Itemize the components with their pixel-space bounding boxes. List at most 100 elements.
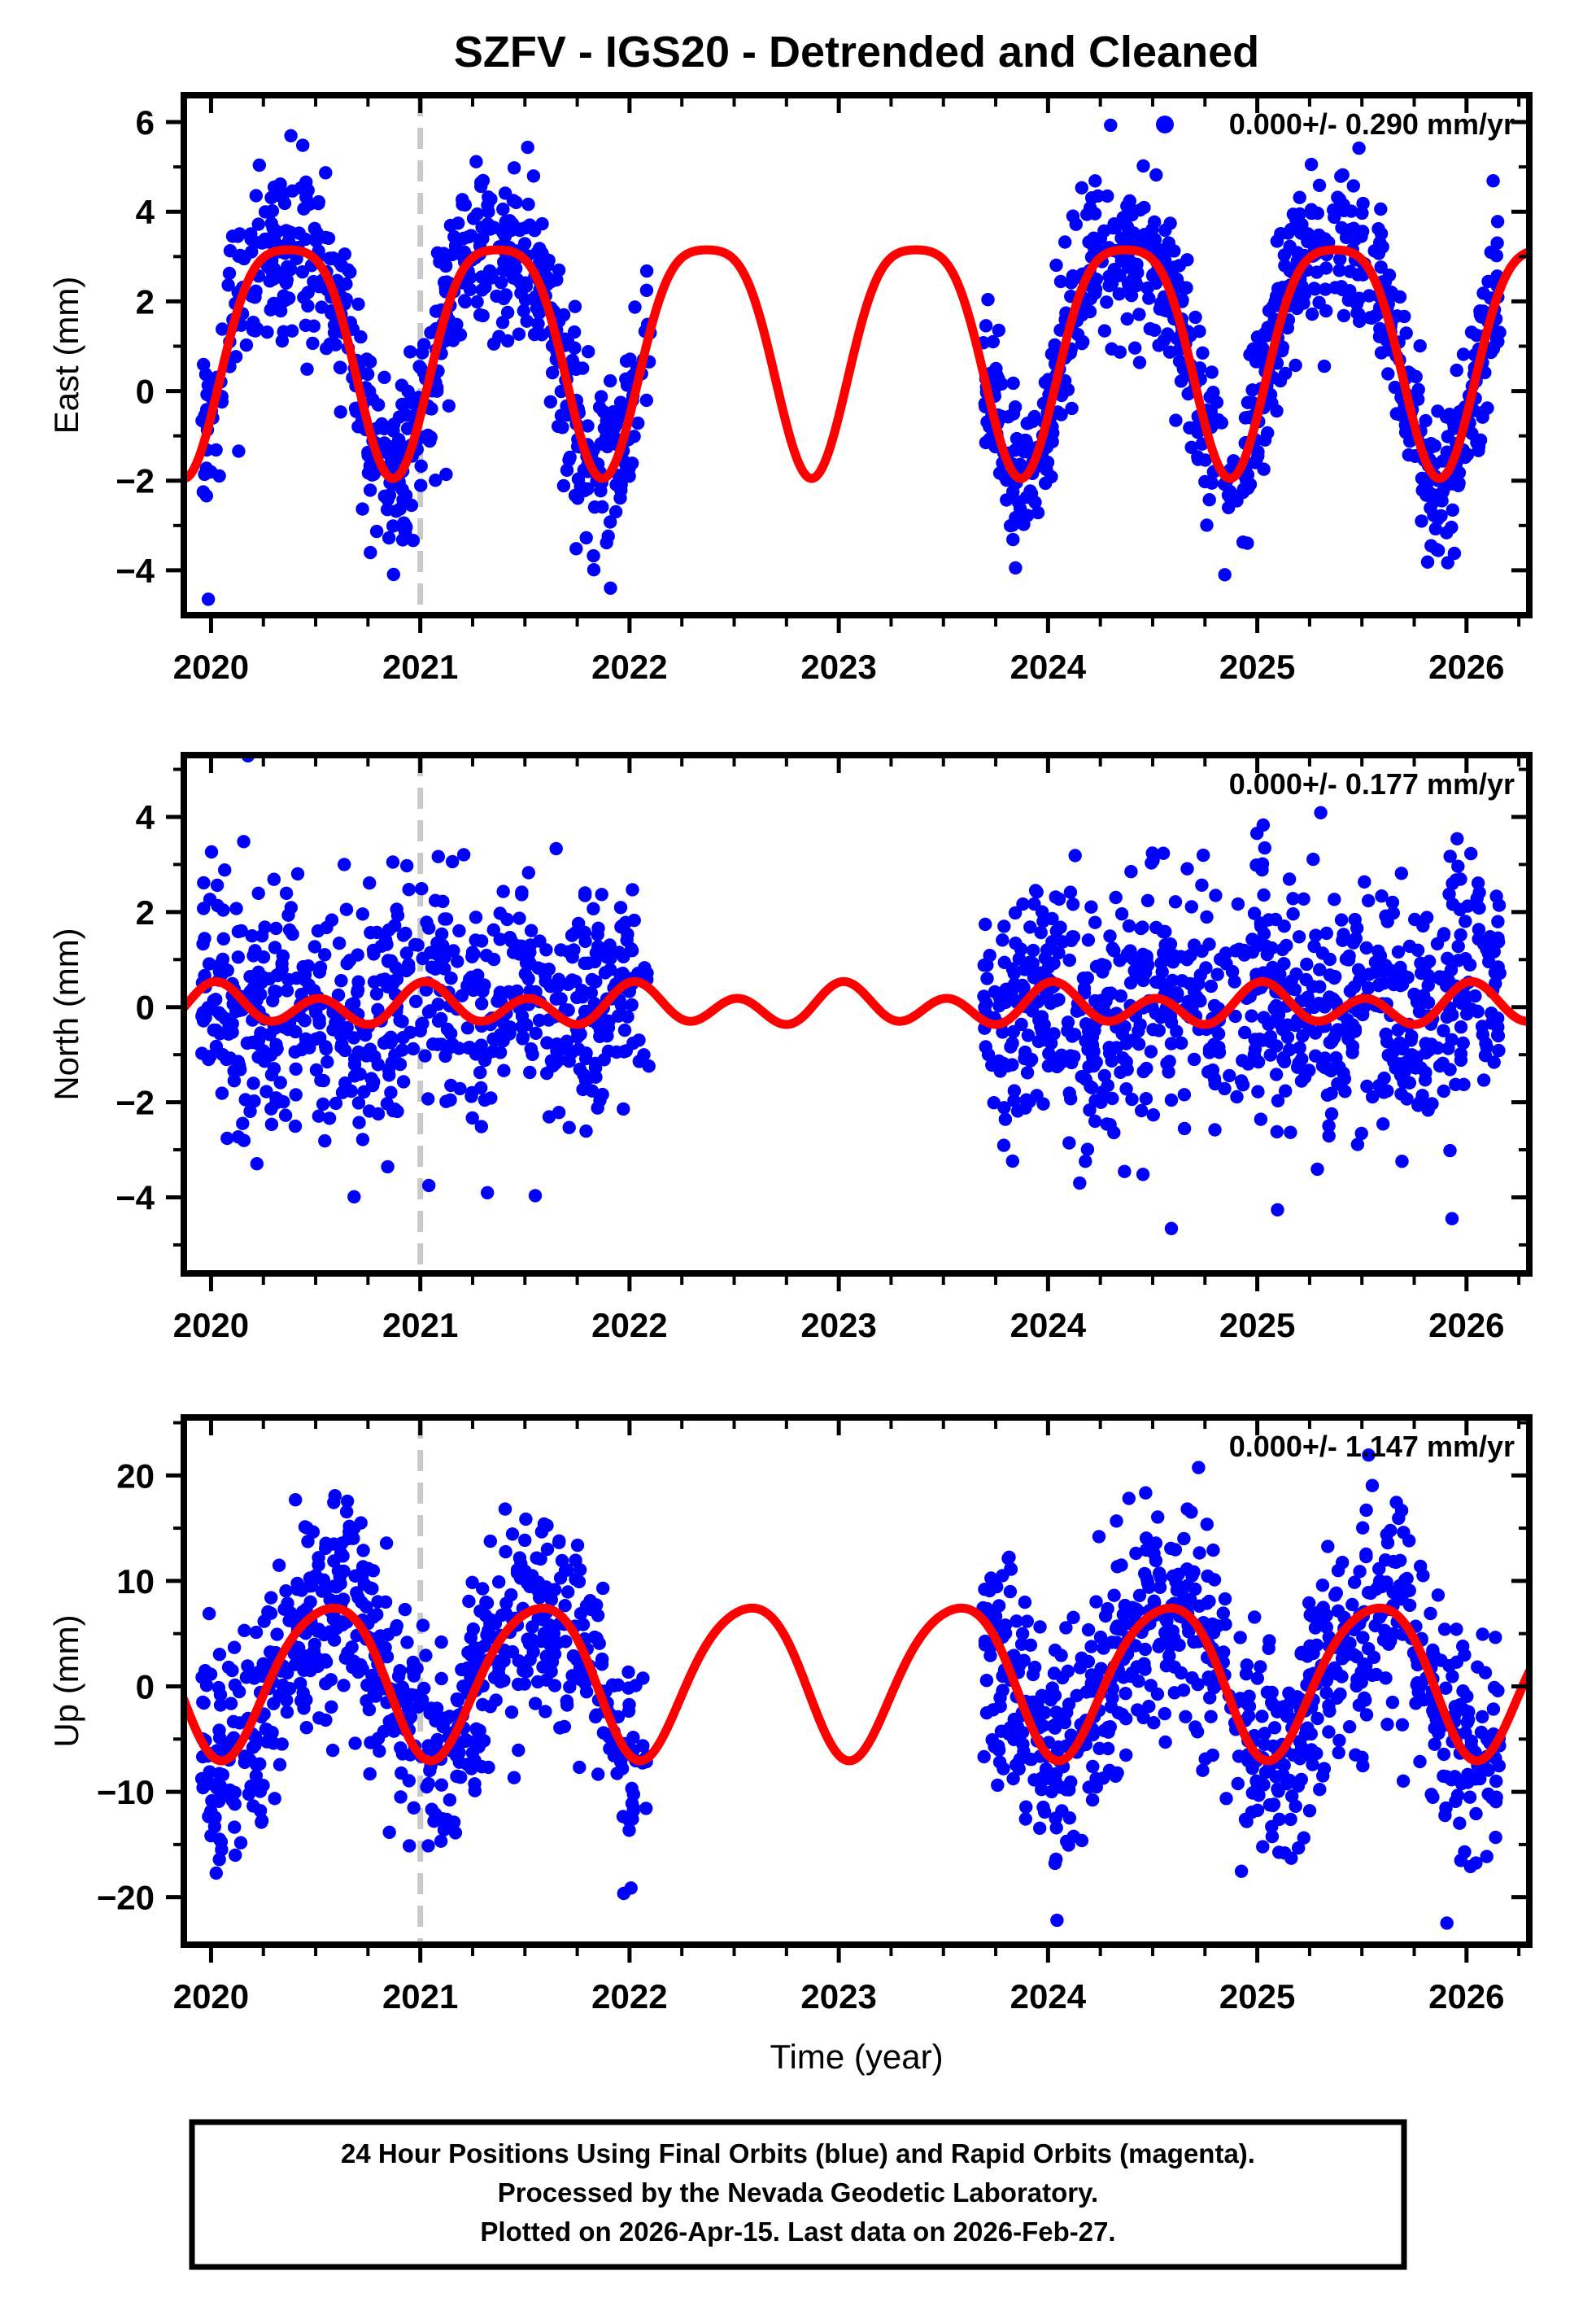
data-point xyxy=(225,1016,239,1031)
data-point xyxy=(429,474,443,487)
data-point xyxy=(460,1021,475,1035)
data-point xyxy=(280,260,294,275)
data-point xyxy=(1339,952,1354,966)
data-point xyxy=(1350,1649,1364,1664)
data-point xyxy=(980,959,994,972)
data-point xyxy=(497,291,511,306)
data-point xyxy=(1158,1626,1172,1640)
data-point xyxy=(1278,259,1292,273)
data-point xyxy=(288,1657,303,1671)
data-point xyxy=(517,304,530,318)
data-point xyxy=(1219,1792,1233,1806)
data-point xyxy=(1395,1718,1410,1732)
data-point xyxy=(1128,1639,1142,1653)
data-point xyxy=(485,266,499,281)
data-point xyxy=(1092,1530,1106,1544)
data-point xyxy=(1206,1063,1220,1077)
data-point xyxy=(438,1049,452,1063)
data-point xyxy=(1449,873,1463,887)
data-point xyxy=(521,972,535,986)
data-point xyxy=(1118,1164,1132,1178)
data-point xyxy=(1350,306,1364,320)
data-point xyxy=(1094,1662,1108,1675)
data-point xyxy=(1286,907,1300,921)
data-point xyxy=(1305,307,1319,321)
data-point xyxy=(1062,1136,1076,1150)
data-point xyxy=(1031,1034,1046,1049)
data-point xyxy=(1436,1056,1450,1071)
data-point xyxy=(403,1710,418,1724)
data-point xyxy=(1247,1048,1262,1062)
data-point xyxy=(1356,196,1370,211)
data-point xyxy=(272,1558,286,1572)
y-tick-label: −4 xyxy=(116,552,155,590)
data-point xyxy=(1124,865,1138,879)
data-point xyxy=(201,592,216,606)
data-point xyxy=(1127,272,1140,286)
data-point xyxy=(279,224,293,238)
data-point xyxy=(520,314,534,328)
data-point xyxy=(456,193,469,207)
data-point xyxy=(1228,975,1241,989)
data-point xyxy=(1093,1630,1108,1644)
data-point xyxy=(981,1047,996,1062)
data-point xyxy=(1168,1543,1183,1557)
data-point xyxy=(392,963,406,977)
data-point xyxy=(1045,911,1059,926)
data-point xyxy=(1131,1703,1145,1717)
data-point xyxy=(523,1065,537,1080)
data-point xyxy=(1317,359,1332,373)
data-point xyxy=(355,1662,369,1676)
data-point xyxy=(264,1068,279,1082)
data-point xyxy=(360,367,375,382)
data-point xyxy=(1256,818,1271,832)
data-point xyxy=(1410,1678,1424,1692)
data-point xyxy=(1379,1671,1393,1685)
x-tick-label-2020: 2020 xyxy=(173,1306,249,1344)
data-point xyxy=(1079,1072,1092,1086)
data-point xyxy=(561,1585,575,1599)
data-point xyxy=(281,1596,294,1610)
data-point xyxy=(1282,1686,1296,1700)
data-point xyxy=(1438,1808,1452,1823)
data-point xyxy=(381,1160,395,1174)
data-point xyxy=(334,974,348,988)
data-point xyxy=(365,1668,379,1683)
data-point xyxy=(1334,913,1349,927)
data-point xyxy=(1204,404,1219,418)
data-point xyxy=(1354,1126,1368,1141)
x-tick-label-2022: 2022 xyxy=(591,1306,667,1344)
data-point xyxy=(498,1502,512,1516)
footer-line-3: Plotted on 2026-Apr-15. Last data on 202… xyxy=(480,2216,1115,2247)
data-point xyxy=(1065,1029,1079,1043)
data-point xyxy=(1446,503,1459,517)
data-point xyxy=(1348,912,1362,927)
data-point xyxy=(1020,1614,1035,1628)
data-point xyxy=(323,1592,337,1607)
data-point xyxy=(360,1600,373,1614)
data-point xyxy=(377,370,391,384)
data-point xyxy=(565,973,579,987)
data-point xyxy=(480,1628,494,1642)
data-point xyxy=(529,1026,543,1041)
data-point xyxy=(216,1768,229,1782)
data-point xyxy=(1251,1085,1265,1098)
data-point xyxy=(558,1563,573,1578)
data-point xyxy=(1302,1596,1316,1610)
data-point xyxy=(1149,168,1163,182)
data-point xyxy=(246,981,260,995)
data-point xyxy=(278,1108,293,1122)
data-point xyxy=(1362,1586,1376,1600)
data-point xyxy=(1258,1727,1271,1740)
data-point xyxy=(251,217,265,231)
x-tick-label-2022: 2022 xyxy=(591,1977,667,2016)
data-point xyxy=(981,293,995,307)
data-point xyxy=(1376,1633,1391,1647)
data-point xyxy=(615,919,629,933)
data-point xyxy=(1416,919,1430,933)
data-point xyxy=(1476,1710,1489,1723)
data-point xyxy=(571,472,586,486)
data-point xyxy=(212,1731,227,1745)
data-point xyxy=(610,1767,624,1780)
data-point xyxy=(256,950,271,964)
